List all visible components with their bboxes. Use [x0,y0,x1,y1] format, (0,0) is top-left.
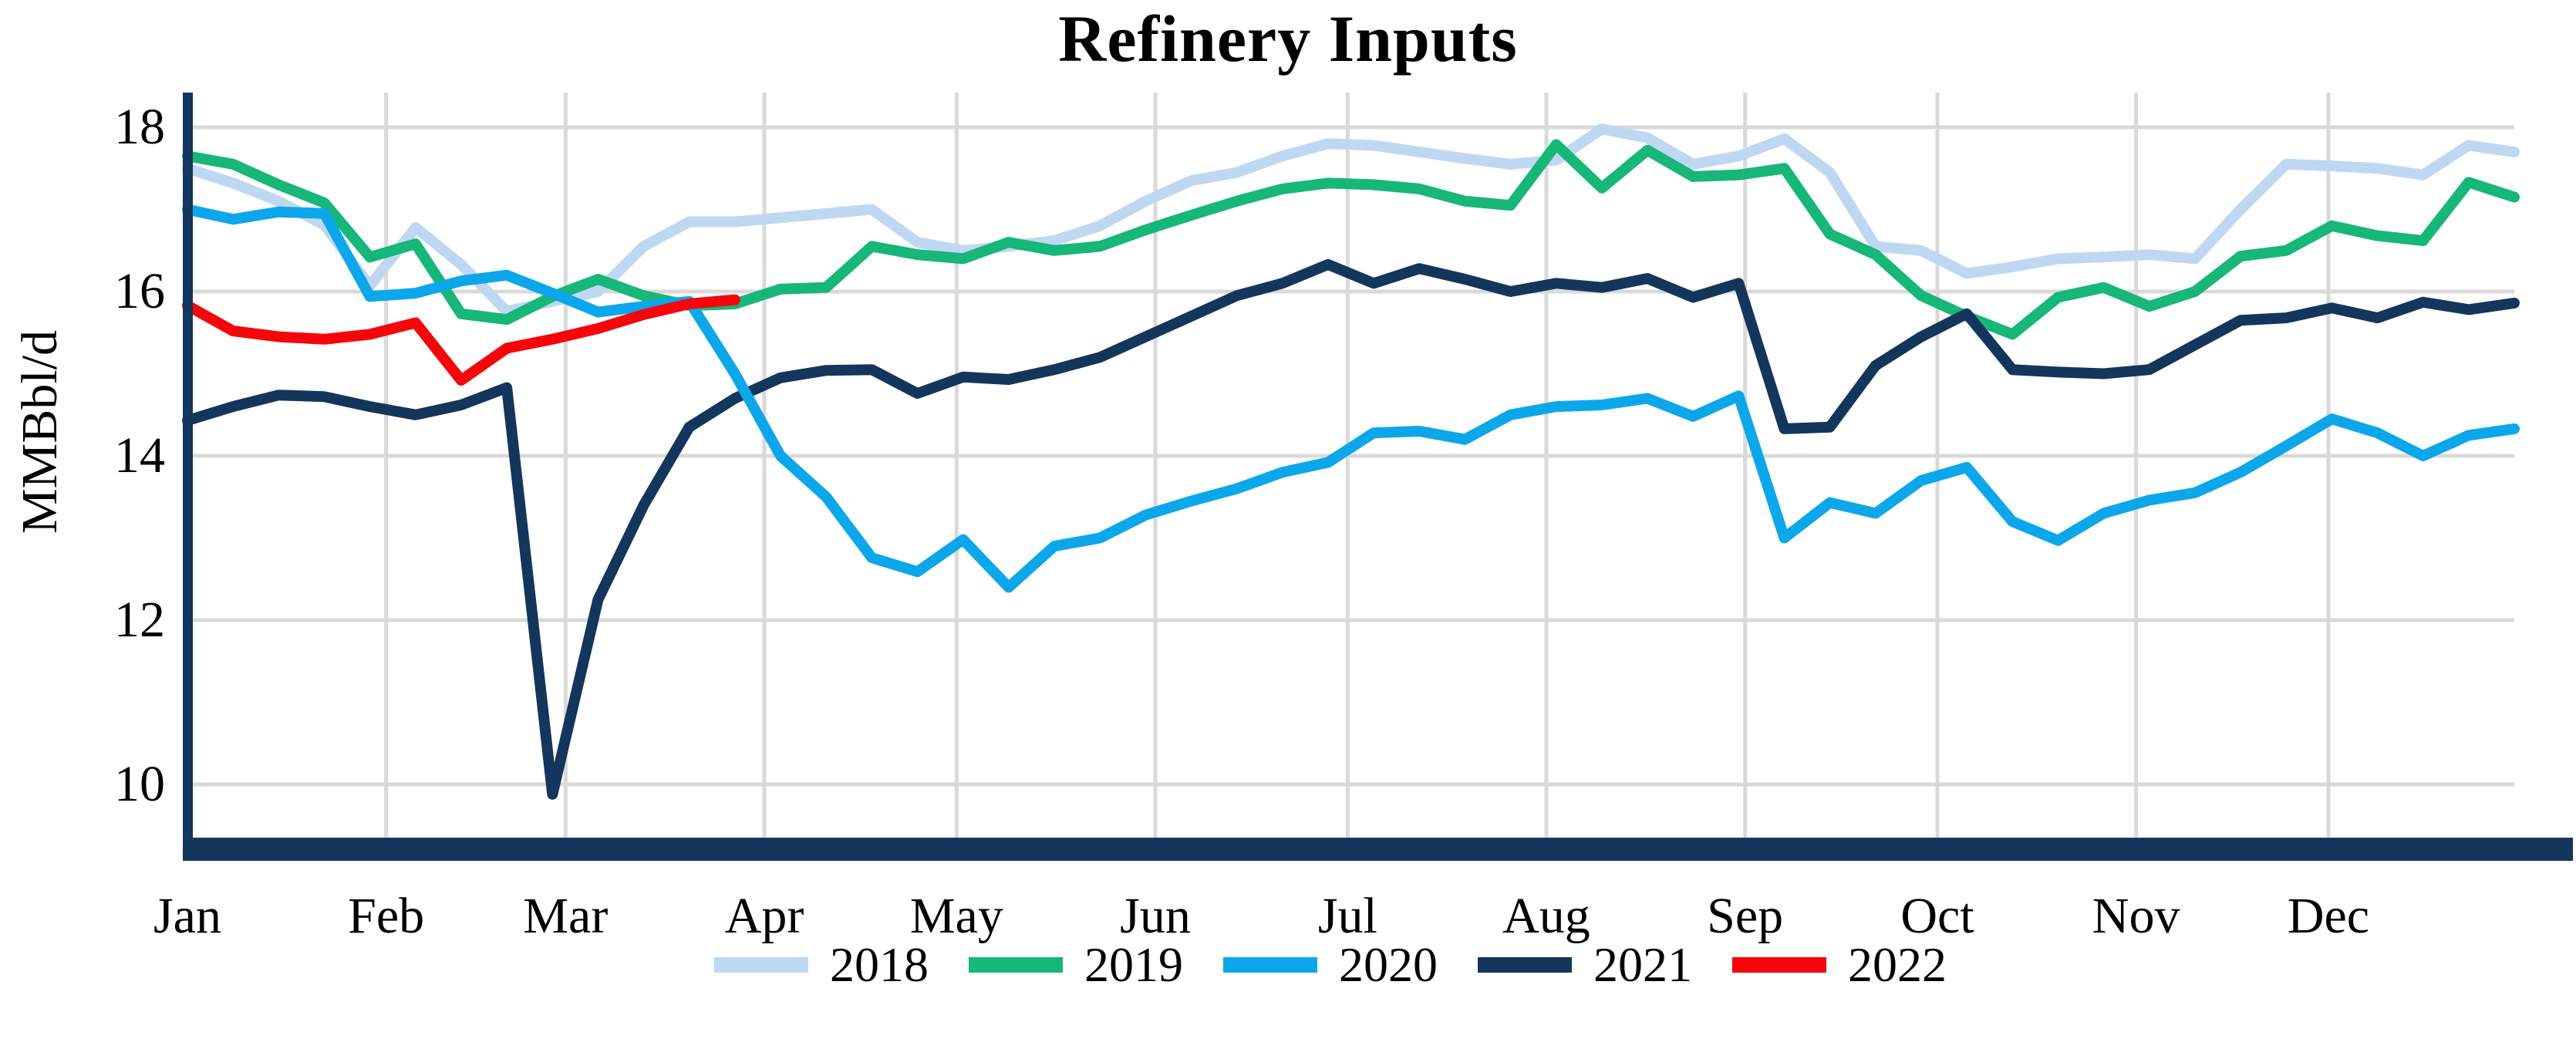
x-axis-line [183,838,2573,861]
legend-swatch-2022 [1732,957,1826,973]
series-line-2020 [182,204,2520,593]
x-tick-label-Jan: Jan [153,888,221,944]
legend-label-2019: 2019 [1084,937,1183,992]
series-line-2021 [182,258,2520,800]
x-tick-label-Nov: Nov [2092,888,2180,944]
x-tick-label-Feb: Feb [348,888,425,944]
series-line-2022 [182,294,740,386]
legend-swatch-2020 [1223,957,1317,973]
x-tick-label-Aug: Aug [1502,888,1590,944]
series-line-2018 [182,123,2520,317]
legend-label-2022: 2022 [1848,937,1947,992]
legend-label-2021: 2021 [1593,937,1692,992]
legend-item-2021: 2021 [1478,938,1692,992]
x-tick-label-May: May [909,888,1003,944]
x-tick-label-Dec: Dec [2287,888,2370,944]
legend-swatch-2019 [969,957,1063,973]
x-tick-label-Mar: Mar [523,888,609,944]
y-tick-label-12: 12 [114,592,165,648]
y-tick-label-10: 10 [114,756,165,812]
legend-item-2019: 2019 [969,938,1183,992]
y-tick-label-16: 16 [114,263,165,319]
chart-title: Refinery Inputs [1058,2,1518,76]
legend-label-2018: 2018 [830,937,929,992]
legend: 2018 2019 2020 2021 2022 [42,938,2576,992]
x-tick-label-Oct: Oct [1900,888,1974,944]
legend-swatch-2018 [714,957,808,973]
y-tick-label-18: 18 [114,99,165,155]
x-tick-label-Jul: Jul [1317,888,1377,944]
legend-item-2020: 2020 [1223,938,1438,992]
legend-swatch-2021 [1478,957,1572,973]
legend-label-2020: 2020 [1339,937,1438,992]
series-line-2019 [182,139,2520,340]
y-tick-label-14: 14 [114,427,165,484]
x-tick-label-Jun: Jun [1120,888,1191,944]
y-axis-line [183,93,193,838]
x-tick-label-Sep: Sep [1707,888,1784,944]
x-tick-label-Apr: Apr [724,888,804,944]
legend-item-2018: 2018 [714,938,929,992]
legend-item-2022: 2022 [1732,938,1947,992]
